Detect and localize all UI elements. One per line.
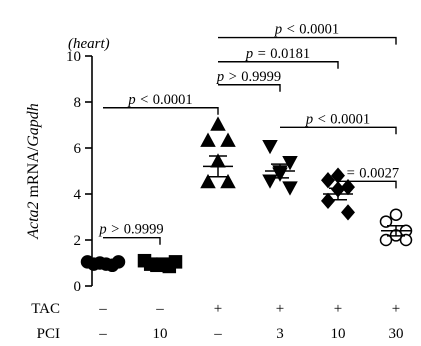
y-tick-label: 10 xyxy=(66,49,81,65)
row-label: PCI xyxy=(37,326,60,342)
data-point-open-circle xyxy=(389,208,403,221)
significance-bracket xyxy=(103,107,219,115)
row-value: – xyxy=(98,301,107,317)
p-value-prefix: p < xyxy=(305,111,330,127)
row-value: 3 xyxy=(276,326,284,342)
y-axis-label: Acta2 mRNA/Gapdh xyxy=(25,103,42,240)
p-value-prefix: p > xyxy=(216,69,241,85)
significance-bracket xyxy=(338,180,397,189)
data-point-diamond xyxy=(321,192,335,210)
significance-bracket xyxy=(218,36,397,45)
row-value: – xyxy=(98,326,107,342)
data-point-square xyxy=(168,255,183,269)
significance-bracket xyxy=(280,126,397,135)
row-value: 10 xyxy=(331,326,346,342)
y-axis-label-gene: Acta2 xyxy=(25,201,42,239)
p-value-label: p > 0.9999 xyxy=(216,69,281,85)
row-label: TAC xyxy=(31,301,60,317)
data-point-triangle-up xyxy=(220,132,236,147)
significance-bracket xyxy=(218,61,339,69)
y-tick-label: 4 xyxy=(74,187,82,203)
p-value-number: 0.9999 xyxy=(124,222,164,238)
row-value: + xyxy=(276,301,284,317)
data-point-triangle-down xyxy=(262,139,278,155)
p-value-label: p > 0.9999 xyxy=(98,222,163,238)
y-tick-label: 0 xyxy=(74,279,82,295)
data-point-diamond xyxy=(321,172,335,189)
data-point-open-circle xyxy=(399,233,413,247)
chart-annotation: (heart) xyxy=(68,36,110,52)
data-point-triangle-up xyxy=(200,132,216,147)
p-value-label: p = 0.0181 xyxy=(245,46,310,62)
p-value-number: 0.0001 xyxy=(299,22,339,38)
p-value-number: 0.0001 xyxy=(330,111,370,127)
p-value-number: 0.0001 xyxy=(153,92,193,108)
y-tick-label: 8 xyxy=(74,95,82,111)
row-value: 30 xyxy=(389,326,404,342)
row-value: – xyxy=(155,301,164,317)
y-axis-label-unit: mRNA/ xyxy=(25,146,42,201)
p-value-label: p < 0.0001 xyxy=(305,111,370,127)
data-point-circle xyxy=(111,255,126,269)
data-point-triangle-down xyxy=(282,181,298,196)
data-point-triangle-up xyxy=(210,116,226,131)
y-tick-label: 6 xyxy=(74,141,82,157)
p-value-label: p < 0.0001 xyxy=(274,22,339,38)
p-value-number: 0.0181 xyxy=(270,46,310,62)
row-value: + xyxy=(334,301,342,317)
y-tick-label: 2 xyxy=(74,233,82,249)
data-point-diamond xyxy=(341,178,355,196)
p-value-prefix: p > xyxy=(98,222,123,238)
significance-bracket xyxy=(103,237,161,245)
row-value: – xyxy=(213,326,222,342)
data-point-triangle-down xyxy=(282,156,298,171)
significance-bracket xyxy=(218,84,281,92)
p-value-prefix: p < xyxy=(274,22,299,38)
data-point-open-circle xyxy=(379,233,393,247)
p-value-label: p = 0.0027 xyxy=(334,165,399,181)
p-value-number: 0.0027 xyxy=(359,165,399,181)
p-value-prefix: p < xyxy=(127,92,152,108)
p-value-prefix: p = xyxy=(334,165,359,181)
data-point-open-circle xyxy=(379,215,393,228)
data-point-triangle-up xyxy=(200,173,216,189)
data-point-triangle-up xyxy=(220,173,236,189)
y-axis-label-ref: Gapdh xyxy=(25,103,42,147)
p-value-label: p < 0.0001 xyxy=(127,92,192,108)
p-value-prefix: p = xyxy=(245,46,270,62)
row-value: 10 xyxy=(153,326,168,342)
p-value-number: 0.9999 xyxy=(241,69,281,85)
row-value: + xyxy=(392,301,400,317)
data-point-diamond xyxy=(341,204,355,221)
data-point-triangle-down xyxy=(262,174,278,189)
row-value: + xyxy=(214,301,222,317)
